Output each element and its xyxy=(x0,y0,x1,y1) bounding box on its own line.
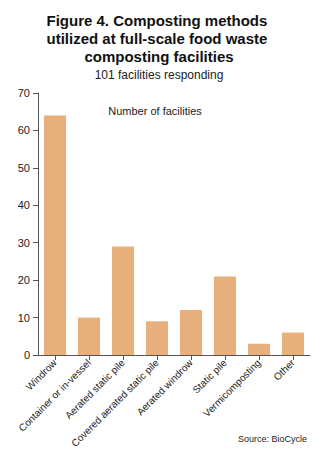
svg-text:50: 50 xyxy=(18,162,30,174)
svg-text:60: 60 xyxy=(18,124,30,136)
svg-text:10: 10 xyxy=(18,312,30,324)
svg-text:Aerated windrow: Aerated windrow xyxy=(135,357,196,418)
svg-text:Vermicomposting: Vermicomposting xyxy=(201,357,263,419)
svg-text:Source: BioCycle: Source: BioCycle xyxy=(238,434,307,444)
svg-text:utilized at full-scale food wa: utilized at full-scale food waste xyxy=(46,30,271,47)
svg-text:40: 40 xyxy=(18,199,30,211)
svg-text:70: 70 xyxy=(18,87,30,99)
svg-text:Aerated static pile: Aerated static pile xyxy=(63,357,127,421)
svg-text:0: 0 xyxy=(24,349,30,361)
svg-text:Static pile: Static pile xyxy=(190,357,229,396)
svg-text:101 facilities responding: 101 facilities responding xyxy=(95,68,224,82)
svg-text:Windrow: Windrow xyxy=(23,357,59,393)
svg-text:Number of facilities: Number of facilities xyxy=(108,105,202,117)
svg-text:30: 30 xyxy=(18,237,30,249)
svg-text:Container or in-vessel: Container or in-vessel xyxy=(16,357,93,434)
svg-text:composting facilities: composting facilities xyxy=(84,48,233,65)
svg-text:Other: Other xyxy=(271,357,297,383)
svg-text:Covered aerated static pile: Covered aerated static pile xyxy=(69,357,161,449)
svg-text:20: 20 xyxy=(18,274,30,286)
svg-text:Figure 4. Composting methods: Figure 4. Composting methods xyxy=(46,12,271,29)
